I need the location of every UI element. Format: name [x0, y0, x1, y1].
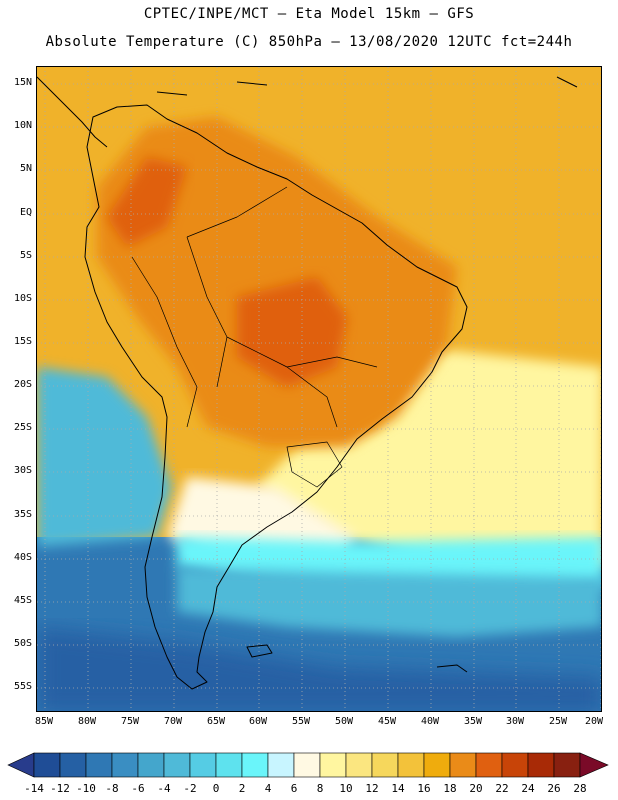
- coastlines: [37, 76, 578, 690]
- colorbar-tick-label: -2: [183, 782, 197, 795]
- colorbar-cell-6: [163, 752, 191, 778]
- colorbar-tick-label: 8: [316, 782, 324, 795]
- coastline-caribbean-islands: [156, 76, 578, 96]
- colorbar-cell-14: [371, 752, 399, 778]
- colorbar-under-arrow: [7, 752, 35, 778]
- colorbar-cell-9: [241, 752, 269, 778]
- colorbar-cell-4: [111, 752, 139, 778]
- lon-label-60w: 60W: [248, 716, 268, 727]
- lat-label-45s: 45S: [13, 595, 32, 606]
- colorbar-tick-label: 28: [573, 782, 587, 795]
- colorbar-tick-label: 2: [238, 782, 246, 795]
- lon-label-30w: 30W: [505, 716, 525, 727]
- colorbar-tick-label: 22: [495, 782, 509, 795]
- colorbar-tick-label: 0: [212, 782, 220, 795]
- colorbar-tick-label: 12: [365, 782, 379, 795]
- colorbar-cell-21: [553, 752, 581, 778]
- colorbar-cell-12: [319, 752, 347, 778]
- lon-label-50w: 50W: [334, 716, 354, 727]
- lat-label-5s: 5S: [19, 250, 32, 261]
- field-hot-land: [237, 277, 347, 387]
- colorbar-cell-10: [267, 752, 295, 778]
- lat-label-10s: 10S: [13, 293, 32, 304]
- colorbar-tick-label: 16: [417, 782, 431, 795]
- lat-label-15s: 15S: [13, 336, 32, 347]
- lon-label-85w: 85W: [34, 716, 54, 727]
- temperature-field: [37, 67, 601, 711]
- lat-label-55s: 55S: [13, 681, 32, 692]
- colorbar-cell-15: [397, 752, 425, 778]
- colorbar-cell-8: [215, 752, 243, 778]
- colorbar-tick-label: 4: [264, 782, 272, 795]
- colorbar-cell-20: [527, 752, 555, 778]
- colorbar: [7, 752, 609, 778]
- colorbar-cell-1: [33, 752, 61, 778]
- colorbar-tick-label: -8: [105, 782, 119, 795]
- coastline-falklands: [246, 644, 273, 658]
- lon-label-40w: 40W: [420, 716, 440, 727]
- colorbar-tick-label: 6: [290, 782, 298, 795]
- map-subtitle: Absolute Temperature (C) 850hPa – 13/08/…: [45, 34, 573, 50]
- lat-label-20s: 20S: [13, 379, 32, 390]
- colorbar-tick-label: 14: [391, 782, 405, 795]
- border-andes: [131, 256, 198, 428]
- colorbar-cell-19: [501, 752, 529, 778]
- lat-label-30s: 30S: [13, 465, 32, 476]
- temperature-map[interactable]: [36, 66, 602, 712]
- field-cool-ocean: [37, 367, 172, 547]
- colorbar-cell-16: [423, 752, 451, 778]
- lat-label-35s: 35S: [13, 509, 32, 520]
- field-hot-land-north: [107, 157, 187, 247]
- lat-label-5n: 5N: [19, 163, 32, 174]
- colorbar-cell-7: [189, 752, 217, 778]
- map-canvas: [37, 67, 601, 711]
- colorbar-over-arrow: [579, 752, 609, 778]
- colorbar-cell-11: [293, 752, 321, 778]
- lat-label-15n: 15N: [13, 77, 32, 88]
- lat-label-10n: 10N: [13, 120, 32, 131]
- lat-label-40s: 40S: [13, 552, 32, 563]
- colorbar-tick-label: -14: [24, 782, 44, 795]
- colorbar-tick-label: -6: [131, 782, 145, 795]
- field-mild-band: [257, 347, 601, 577]
- lon-label-55w: 55W: [291, 716, 311, 727]
- lon-label-65w: 65W: [206, 716, 226, 727]
- lat-label-50s: 50S: [13, 638, 32, 649]
- colorbar-tick-label: -12: [50, 782, 70, 795]
- colorbar-tick-label: 10: [339, 782, 353, 795]
- colorbar-tick-label: 26: [547, 782, 561, 795]
- colorbar-tick-label: 18: [443, 782, 457, 795]
- coastline-central-america: [37, 76, 108, 148]
- colorbar-cell-18: [475, 752, 503, 778]
- lon-label-35w: 35W: [463, 716, 483, 727]
- lat-label-25s: 25S: [13, 422, 32, 433]
- colorbar-cell-3: [85, 752, 113, 778]
- colorbar-cell-17: [449, 752, 477, 778]
- colorbar-tick-label: 24: [521, 782, 535, 795]
- coastline-south-georgia: [436, 664, 468, 673]
- field-colder-ocean: [37, 627, 601, 711]
- colorbar-cell-5: [137, 752, 165, 778]
- colorbar-tick-label: 20: [469, 782, 483, 795]
- colorbar-cell-13: [345, 752, 373, 778]
- map-title: CPTEC/INPE/MCT – Eta Model 15km – GFS: [143, 6, 475, 22]
- colorbar-tick-label: -4: [157, 782, 171, 795]
- colorbar-cell-2: [59, 752, 87, 778]
- lon-label-25w: 25W: [548, 716, 568, 727]
- lon-label-45w: 45W: [377, 716, 397, 727]
- lat-label-eq: EQ: [19, 207, 32, 218]
- colorbar-tick-label: -10: [76, 782, 96, 795]
- lon-label-80w: 80W: [77, 716, 97, 727]
- border-brazil: [186, 186, 378, 428]
- border-uruguay: [286, 441, 343, 488]
- lon-label-70w: 70W: [163, 716, 183, 727]
- lon-label-75w: 75W: [120, 716, 140, 727]
- lon-label-20w: 20W: [584, 716, 604, 727]
- coastline-south-america: [84, 104, 468, 690]
